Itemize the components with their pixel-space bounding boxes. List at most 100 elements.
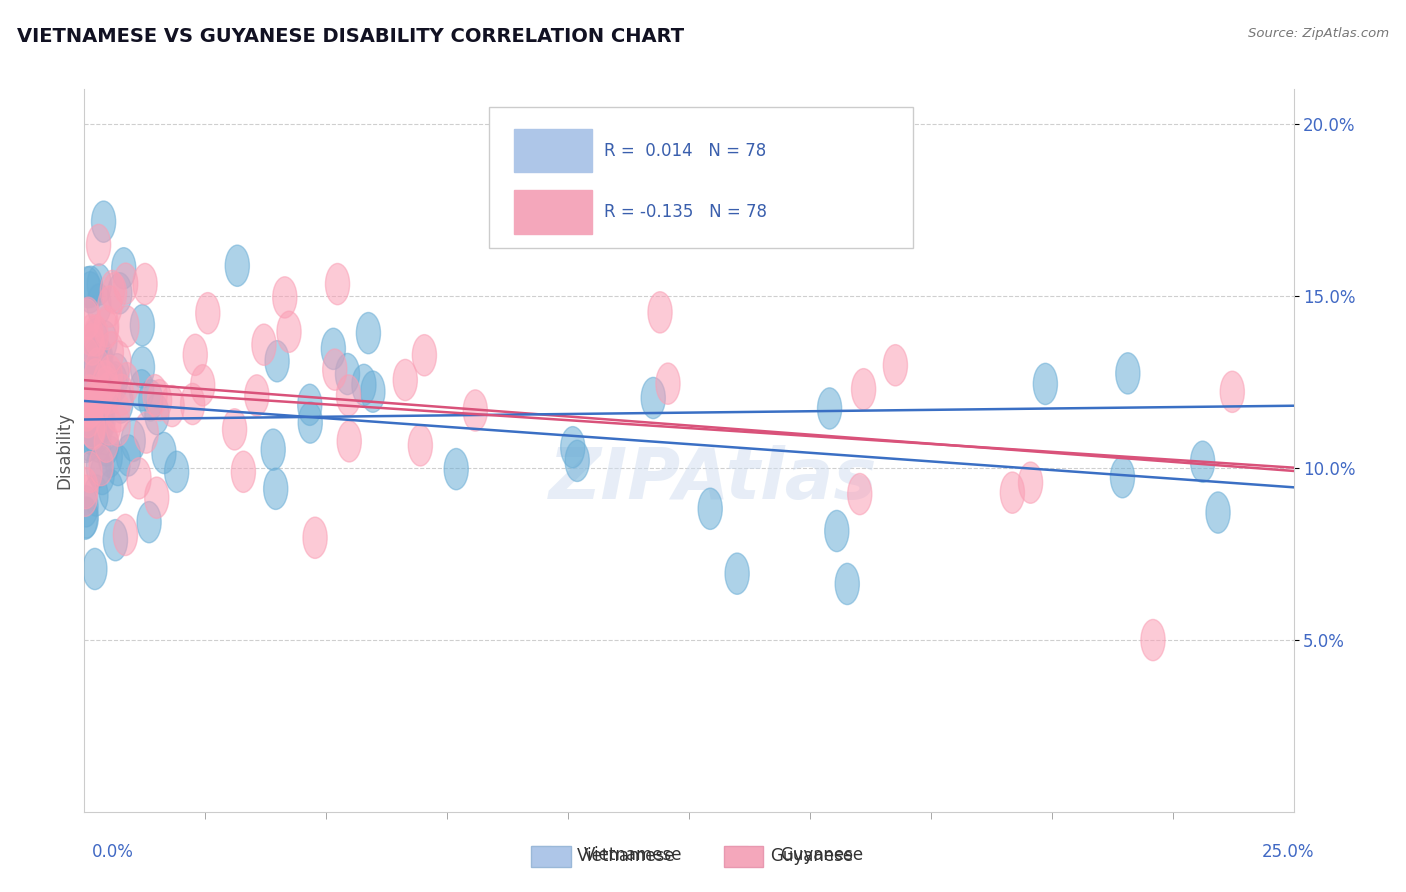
Ellipse shape bbox=[336, 375, 360, 417]
Ellipse shape bbox=[1220, 371, 1244, 412]
Text: 0.0%: 0.0% bbox=[91, 843, 134, 861]
Ellipse shape bbox=[75, 486, 98, 527]
Ellipse shape bbox=[100, 363, 124, 404]
Ellipse shape bbox=[105, 391, 129, 432]
Ellipse shape bbox=[1206, 491, 1230, 533]
Ellipse shape bbox=[76, 396, 100, 438]
Ellipse shape bbox=[108, 273, 132, 314]
FancyBboxPatch shape bbox=[513, 190, 592, 234]
Ellipse shape bbox=[97, 285, 122, 327]
FancyBboxPatch shape bbox=[513, 129, 592, 172]
Ellipse shape bbox=[655, 363, 681, 404]
Ellipse shape bbox=[143, 375, 167, 416]
Ellipse shape bbox=[1191, 441, 1215, 483]
Ellipse shape bbox=[87, 379, 111, 421]
Ellipse shape bbox=[75, 497, 98, 538]
Ellipse shape bbox=[302, 517, 328, 558]
Ellipse shape bbox=[1111, 457, 1135, 498]
Ellipse shape bbox=[121, 420, 145, 461]
Ellipse shape bbox=[1116, 352, 1140, 394]
Ellipse shape bbox=[725, 553, 749, 594]
Ellipse shape bbox=[79, 315, 103, 356]
Ellipse shape bbox=[444, 449, 468, 490]
Ellipse shape bbox=[277, 311, 301, 352]
Ellipse shape bbox=[98, 355, 122, 396]
Ellipse shape bbox=[104, 519, 128, 561]
Ellipse shape bbox=[89, 396, 114, 438]
Ellipse shape bbox=[73, 467, 98, 508]
Ellipse shape bbox=[105, 405, 131, 446]
Ellipse shape bbox=[191, 365, 215, 406]
Text: Source: ZipAtlas.com: Source: ZipAtlas.com bbox=[1249, 27, 1389, 40]
Ellipse shape bbox=[183, 334, 207, 376]
FancyBboxPatch shape bbox=[489, 107, 912, 248]
Ellipse shape bbox=[145, 393, 169, 434]
Ellipse shape bbox=[77, 386, 103, 427]
Ellipse shape bbox=[115, 306, 139, 347]
Ellipse shape bbox=[100, 270, 124, 311]
Ellipse shape bbox=[77, 420, 101, 461]
Ellipse shape bbox=[408, 425, 433, 466]
Ellipse shape bbox=[83, 549, 107, 590]
Ellipse shape bbox=[115, 362, 139, 404]
Ellipse shape bbox=[134, 263, 157, 305]
Ellipse shape bbox=[100, 332, 124, 373]
Ellipse shape bbox=[83, 359, 108, 400]
Text: VIETNAMESE VS GUYANESE DISABILITY CORRELATION CHART: VIETNAMESE VS GUYANESE DISABILITY CORREL… bbox=[17, 27, 683, 45]
Ellipse shape bbox=[75, 299, 100, 340]
Ellipse shape bbox=[565, 441, 589, 482]
Ellipse shape bbox=[131, 347, 155, 388]
Ellipse shape bbox=[96, 373, 121, 414]
Ellipse shape bbox=[89, 402, 114, 443]
Text: Vietnamese: Vietnamese bbox=[583, 846, 682, 863]
Ellipse shape bbox=[699, 488, 723, 530]
Ellipse shape bbox=[298, 402, 322, 443]
Ellipse shape bbox=[1033, 363, 1057, 405]
Text: R = -0.135   N = 78: R = -0.135 N = 78 bbox=[605, 203, 768, 221]
Ellipse shape bbox=[89, 337, 112, 378]
Ellipse shape bbox=[245, 375, 269, 416]
Ellipse shape bbox=[86, 348, 110, 389]
Ellipse shape bbox=[160, 385, 184, 426]
Ellipse shape bbox=[103, 273, 127, 314]
Text: Guyanese: Guyanese bbox=[770, 847, 853, 865]
Text: R =  0.014   N = 78: R = 0.014 N = 78 bbox=[605, 142, 766, 160]
Ellipse shape bbox=[94, 367, 118, 408]
Ellipse shape bbox=[139, 380, 163, 421]
Ellipse shape bbox=[323, 349, 347, 391]
Ellipse shape bbox=[148, 380, 172, 421]
Ellipse shape bbox=[73, 498, 97, 540]
Ellipse shape bbox=[86, 446, 111, 488]
Ellipse shape bbox=[825, 510, 849, 551]
Ellipse shape bbox=[83, 339, 107, 380]
Ellipse shape bbox=[134, 412, 159, 453]
Ellipse shape bbox=[84, 475, 108, 516]
Ellipse shape bbox=[87, 338, 111, 379]
Ellipse shape bbox=[79, 266, 103, 308]
Text: □: □ bbox=[727, 843, 749, 866]
Ellipse shape bbox=[94, 425, 118, 467]
Ellipse shape bbox=[252, 324, 276, 366]
Ellipse shape bbox=[835, 564, 859, 605]
Ellipse shape bbox=[103, 362, 127, 403]
Ellipse shape bbox=[336, 353, 360, 394]
Ellipse shape bbox=[394, 359, 418, 401]
Ellipse shape bbox=[75, 390, 98, 431]
Text: □: □ bbox=[530, 843, 553, 866]
Ellipse shape bbox=[108, 382, 134, 423]
Ellipse shape bbox=[75, 337, 100, 379]
Ellipse shape bbox=[131, 304, 155, 346]
Ellipse shape bbox=[1018, 462, 1043, 503]
Ellipse shape bbox=[195, 293, 219, 334]
Ellipse shape bbox=[89, 444, 114, 486]
Ellipse shape bbox=[79, 386, 103, 428]
Ellipse shape bbox=[98, 436, 122, 477]
Text: Guyanese: Guyanese bbox=[780, 846, 863, 863]
Ellipse shape bbox=[337, 421, 361, 462]
Ellipse shape bbox=[1000, 472, 1025, 513]
Ellipse shape bbox=[87, 264, 111, 305]
Ellipse shape bbox=[145, 477, 169, 518]
Ellipse shape bbox=[91, 201, 115, 243]
Ellipse shape bbox=[91, 401, 115, 442]
Ellipse shape bbox=[83, 318, 108, 359]
